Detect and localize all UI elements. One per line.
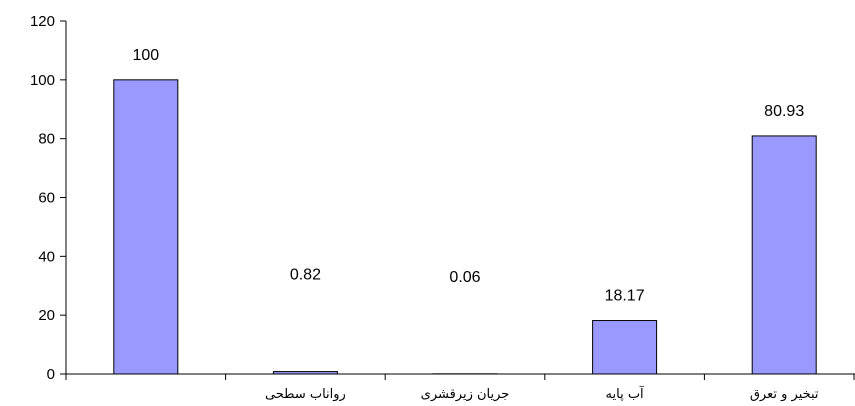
data-labels: 100 0.82 0.06 18.17 80.93 — [132, 47, 804, 305]
data-label: 80.93 — [764, 103, 804, 120]
x-tick-label: آب پایه — [606, 385, 646, 402]
data-label: 0.82 — [290, 267, 321, 284]
y-tick-label: 60 — [38, 190, 55, 207]
data-label: 100 — [132, 47, 159, 64]
y-tick-label: 20 — [38, 307, 55, 324]
bar — [113, 79, 179, 375]
bars — [113, 79, 817, 375]
data-label: 18.17 — [605, 288, 645, 305]
bar — [751, 135, 817, 375]
data-label: 0.06 — [449, 269, 480, 286]
y-tick-label: 0 — [47, 366, 55, 383]
y-tick-label: 100 — [30, 72, 55, 89]
x-axis: رواناب سطحی جریان زیرقشری آب پایه تبخیر و ت… — [65, 373, 855, 402]
bar — [272, 371, 338, 375]
x-tick-label: جریان زیرقشری — [421, 387, 510, 402]
y-axis: 0 20 40 60 80 100 120 — [30, 13, 67, 383]
y-tick-label: 120 — [30, 13, 55, 30]
x-tick-label: تبخیر و تعرق — [750, 387, 819, 402]
y-tick-label: 40 — [38, 248, 55, 265]
bar — [592, 320, 658, 375]
x-tick-label: رواناب سطحی — [265, 387, 346, 402]
y-tick-label: 80 — [38, 131, 55, 148]
